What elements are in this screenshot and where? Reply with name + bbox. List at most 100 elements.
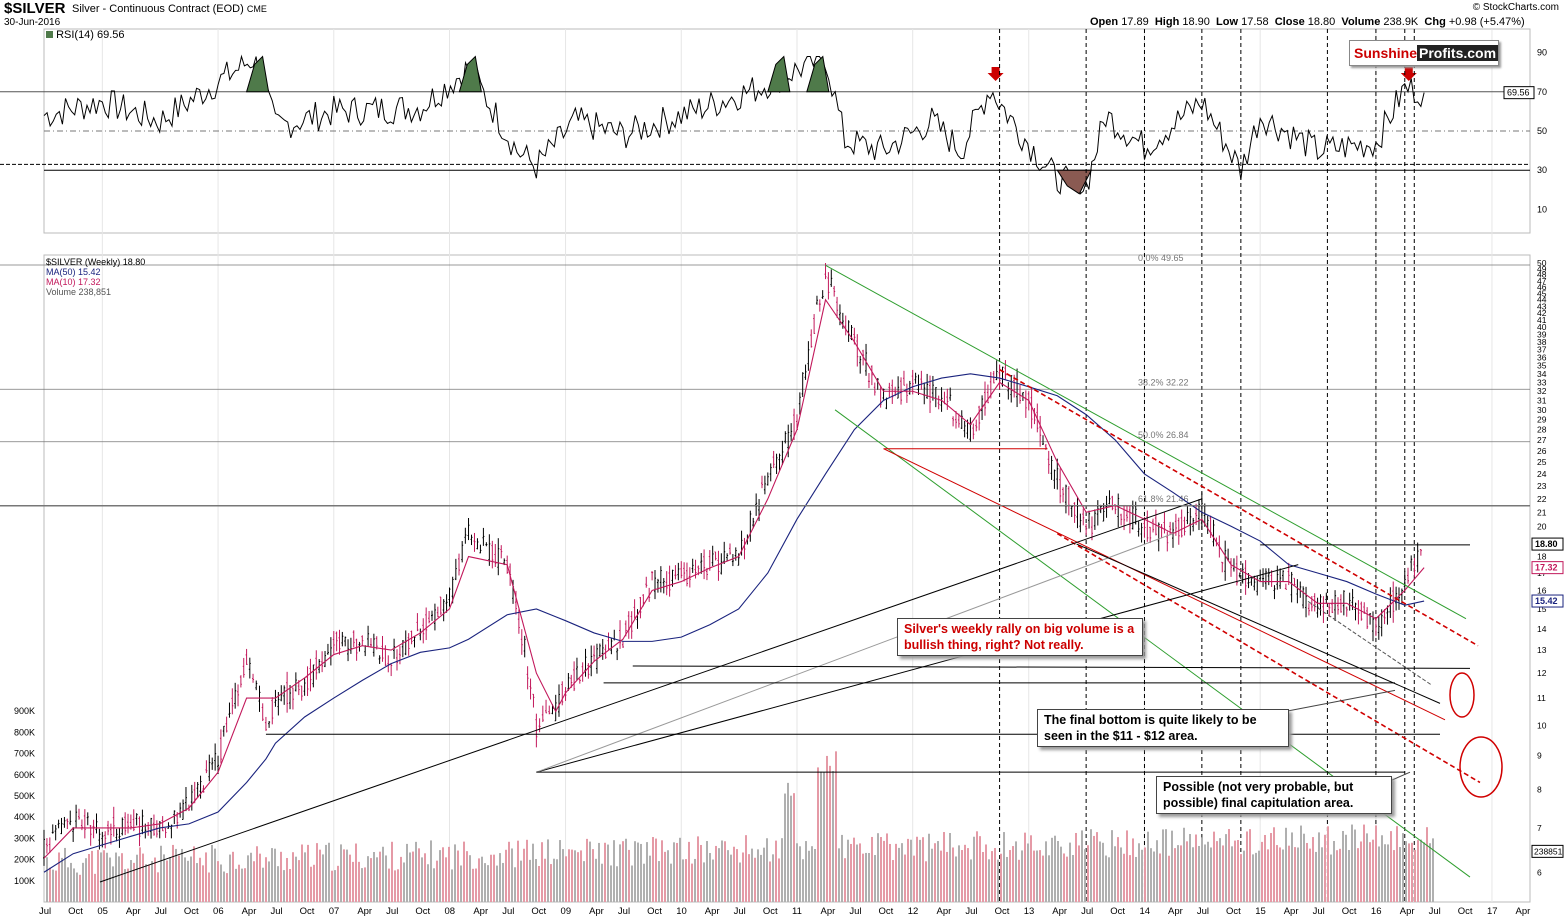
volume-bar [1264,834,1266,902]
black-line-lower [1076,543,1441,704]
volume-bar [235,868,237,902]
volume-bar [592,849,594,902]
volume-bar [70,862,72,902]
volume-bar [433,868,435,902]
volume-bar [679,837,681,902]
volume-bar [286,857,288,902]
volume-bar [994,848,996,902]
volume-bar [1195,834,1197,902]
x-axis-label: 11 [792,906,802,917]
x-axis-label: 06 [213,906,224,917]
volume-bar [904,854,906,902]
volume-bar [982,852,984,902]
volume-bar [1354,829,1356,902]
red-arrow-icon [1400,67,1417,81]
volume-bar [1174,848,1176,902]
volume-bar [865,852,867,902]
x-axis-label: Jul [155,906,167,917]
legend-volume: Volume 238,851 [46,287,112,297]
volume-bar [688,841,690,902]
price-y-tick: 50 [1537,258,1547,268]
x-axis-label: Oct [647,906,662,917]
volume-bar [814,849,816,902]
volume-bar [844,858,846,902]
volume-bar [211,844,213,902]
volume-bar [151,861,153,902]
volume-bar [304,852,306,902]
volume-bar [652,837,654,902]
price-y-tick: 18 [1537,552,1547,562]
volume-bar [1408,843,1410,902]
volume-tag-box [1531,844,1564,858]
x-axis-label: Apr [126,906,141,917]
volume-bar [451,869,453,902]
volume-bar [163,854,165,902]
volume-bar [88,853,90,902]
price-y-tick: 45 [1537,288,1547,298]
volume-bar [985,844,987,902]
volume-bar [505,849,507,902]
volume-tag: 238851 [1534,846,1563,856]
volume-bar [148,864,150,902]
volume-bar [997,859,999,902]
volume-bar [808,850,810,902]
volume-bar [1147,831,1149,902]
volume-bar [463,841,465,902]
volume-bar [379,851,381,902]
volume-bar [1246,831,1248,902]
volume-bar [394,870,396,902]
volume-bar [508,841,510,902]
volume-bar [181,848,183,902]
volume-bar [97,849,99,902]
ma10-price-tag-box [1531,561,1564,575]
volume-bar [841,834,843,902]
volume-bar [499,853,501,902]
volume-y-tick: 600K [14,770,35,780]
volume-bar [694,858,696,902]
volume-bar [406,843,408,902]
price-y-tick: 9 [1537,751,1542,761]
volume-bar [1177,845,1179,902]
price-y-tick: 44 [1537,295,1547,305]
volume-bar [262,867,264,902]
volume-bar [607,844,609,902]
volume-y-tick: 400K [14,812,35,822]
volume-bar [325,844,327,902]
volume-bar [946,851,948,902]
price-y-tick: 42 [1537,308,1547,318]
volume-bar [1090,829,1092,902]
volume-bar [511,848,513,902]
volume-bar [370,858,372,902]
chart-date: 30-Jun-2016 [4,17,61,28]
volume-bar [247,855,249,902]
volume-bar [229,854,231,902]
capitulation-annotation: Possible (not very probable, but possibl… [1156,776,1392,814]
volume-bar [634,841,636,902]
target-ellipse-1 [1449,672,1475,718]
open-label: Open [1090,16,1119,28]
x-axis-label: Jul [1197,906,1209,917]
volume-bar [970,859,972,902]
volume-bar [493,854,495,902]
volume-bar [127,868,129,902]
x-axis-label: 07 [329,906,340,917]
support-line-2 [536,564,1299,773]
volume-bar [316,843,318,902]
legend-ma50: MA(50) 15.42 [46,267,101,277]
volume-bar [820,771,822,902]
volume-bar [115,852,117,902]
volume-bar [49,867,51,902]
volume-bar [700,844,702,902]
x-axis-label: Apr [1052,906,1067,917]
volume-bar [1057,840,1059,902]
volume-bar [526,839,528,902]
volume-bar [1249,829,1251,902]
volume-bar [184,857,186,902]
volume-bar [736,849,738,902]
volume-bar [1309,848,1311,902]
volume-bar [250,852,252,902]
volume-bar [1330,854,1332,902]
volume-bar [427,864,429,902]
volume-bar [952,847,954,902]
volume-bar [1258,850,1260,902]
